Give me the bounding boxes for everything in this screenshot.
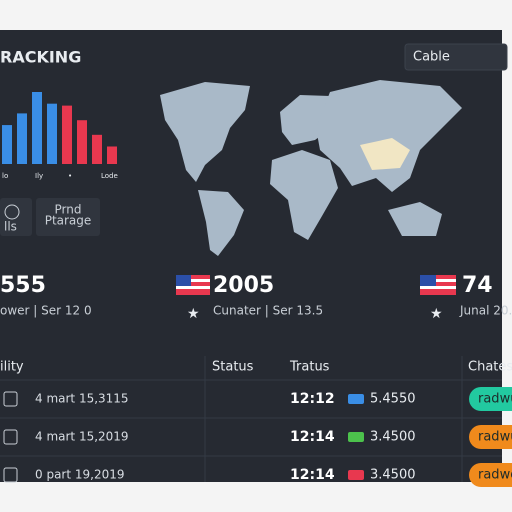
tile-label[interactable]: lls bbox=[4, 220, 17, 234]
title: RACKING bbox=[0, 48, 81, 67]
tile[interactable] bbox=[36, 198, 100, 236]
north-america bbox=[160, 82, 250, 182]
bar bbox=[107, 146, 117, 164]
status-badge[interactable] bbox=[469, 425, 512, 449]
bar-label: Lode bbox=[101, 172, 118, 180]
status-badge[interactable] bbox=[469, 463, 512, 487]
stat-value: 2005 bbox=[213, 273, 274, 298]
tile[interactable] bbox=[0, 198, 32, 236]
time-cell: 12:12 bbox=[290, 391, 335, 407]
bar bbox=[62, 105, 72, 164]
stat-value: 555 bbox=[0, 273, 46, 298]
bar-label: lo bbox=[2, 172, 8, 180]
time-cell: 12:14 bbox=[290, 429, 335, 445]
flag-icon bbox=[420, 275, 456, 295]
bar bbox=[32, 92, 42, 164]
bar bbox=[17, 113, 27, 164]
row-icon bbox=[3, 391, 18, 407]
star-icon: ★ bbox=[430, 306, 443, 322]
truck-icon bbox=[348, 470, 364, 480]
column-header: Status bbox=[212, 360, 254, 375]
bar bbox=[47, 103, 57, 164]
value-cell: 5.4550 bbox=[370, 392, 416, 407]
australia bbox=[388, 202, 442, 236]
bar bbox=[92, 134, 102, 164]
column-header: ility bbox=[0, 360, 24, 375]
tile-label[interactable]: Prnd bbox=[55, 203, 82, 217]
row-icon bbox=[3, 467, 18, 483]
stat-value: 74 bbox=[462, 273, 493, 298]
date-cell: 4 mart 15,3115 bbox=[35, 392, 129, 406]
bar bbox=[2, 125, 12, 164]
column-header: Tratus bbox=[289, 360, 330, 375]
world-map bbox=[160, 80, 462, 256]
status-badge-label[interactable]: radwu bbox=[478, 430, 512, 445]
stat-caption: ower | Ser 12 0 bbox=[0, 304, 92, 318]
truck-icon bbox=[348, 394, 364, 404]
bar bbox=[77, 120, 87, 164]
africa bbox=[270, 150, 338, 240]
star-icon: ★ bbox=[187, 306, 200, 322]
value-cell: 3.4500 bbox=[370, 468, 416, 483]
truck-icon bbox=[348, 432, 364, 442]
tile-sublabel[interactable]: Ptarage bbox=[45, 214, 92, 228]
date-cell: 0 part 19,2019 bbox=[35, 468, 125, 482]
column-header: Chates bbox=[468, 360, 512, 375]
south-america bbox=[198, 190, 244, 256]
bar-label: • bbox=[68, 172, 72, 180]
date-cell: 4 mart 15,2019 bbox=[35, 430, 129, 444]
status-badge[interactable] bbox=[469, 387, 512, 411]
time-cell: 12:14 bbox=[290, 467, 335, 483]
highlight-region bbox=[360, 138, 410, 170]
status-badge-label[interactable]: radwu bbox=[478, 392, 512, 407]
row-icon bbox=[3, 429, 18, 445]
stat-caption: Junal 20.5 bbox=[459, 304, 512, 318]
flag-icon bbox=[176, 275, 210, 295]
clock-icon bbox=[4, 204, 20, 220]
bar-label: Ily bbox=[35, 172, 43, 180]
status-badge-label[interactable]: radwo bbox=[478, 468, 512, 483]
dropdown[interactable] bbox=[404, 43, 508, 71]
value-cell: 3.4500 bbox=[370, 430, 416, 445]
asia bbox=[316, 80, 462, 192]
dropdown-label[interactable]: Cable bbox=[413, 50, 450, 65]
stat-caption: Cunater | Ser 13.5 bbox=[213, 304, 323, 318]
